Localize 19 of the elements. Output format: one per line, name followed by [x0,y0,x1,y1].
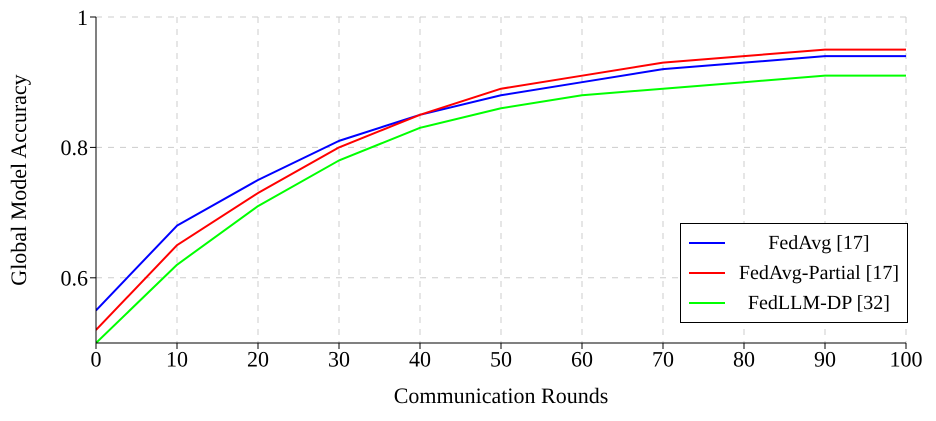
x-tick-label: 30 [328,346,350,372]
x-tick-label: 40 [409,346,431,372]
x-tick-label: 90 [814,346,836,372]
x-tick-label: 50 [490,346,512,372]
x-tick-label: 80 [733,346,755,372]
x-axis-title: Communication Rounds [394,383,608,408]
x-tick-label: 70 [652,346,674,372]
x-tick-label: 10 [166,346,188,372]
x-tick-label: 0 [90,346,102,372]
legend-label: FedAvg [17] [767,231,871,256]
x-tick-label: 60 [571,346,593,372]
y-axis-title: Global Model Accuracy [6,74,31,286]
y-tick-label: 0.8 [60,135,88,160]
x-tick-label: 20 [247,346,269,372]
y-tick-label: 0.6 [60,266,88,291]
legend-label: FedAvg-Partial [17] [738,261,899,286]
legend-label: FedLLM-DP [32] [746,291,891,316]
x-tick-label: 100 [890,346,922,372]
y-tick-label: 1 [77,4,88,30]
